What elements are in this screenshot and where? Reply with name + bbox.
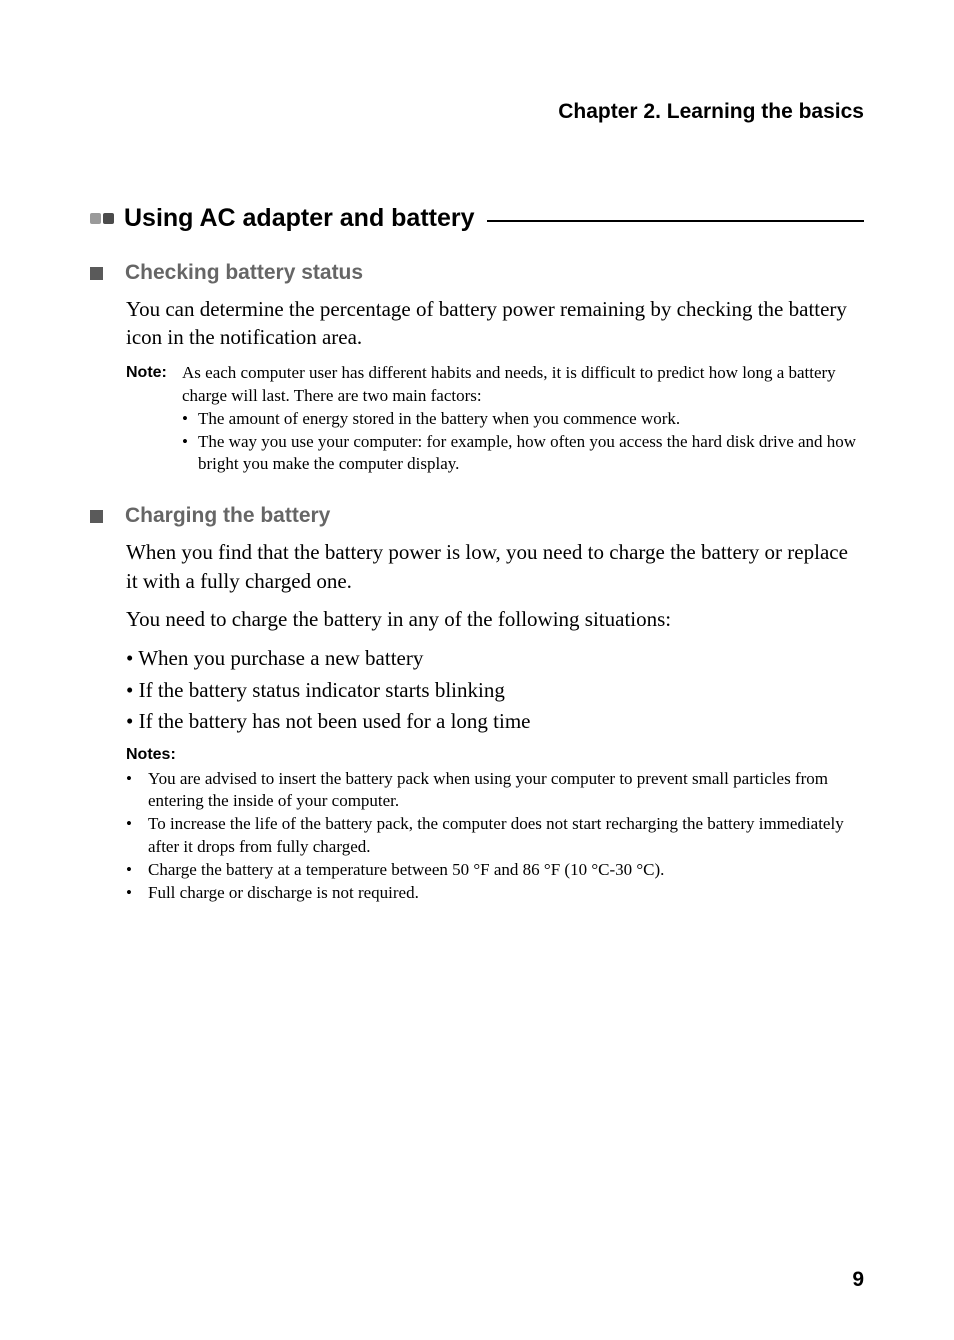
notes-item-text: Charge the battery at a temperature betw… bbox=[148, 859, 864, 882]
subsection-title: Charging the battery bbox=[125, 504, 330, 528]
bullet-icon: • bbox=[126, 813, 148, 859]
square-icon bbox=[103, 213, 114, 224]
note-bullet-text: The amount of energy stored in the batte… bbox=[198, 408, 864, 431]
bullet-icon: • bbox=[126, 882, 148, 905]
subsection-header: Checking battery status bbox=[90, 261, 864, 285]
bullet-icon: • bbox=[126, 768, 148, 814]
square-icon bbox=[90, 213, 101, 224]
list-item: • When you purchase a new battery bbox=[126, 643, 864, 675]
note-bullet-text: The way you use your computer: for examp… bbox=[198, 431, 864, 477]
chapter-title: Chapter 2. Learning the basics bbox=[90, 100, 864, 124]
body-paragraph: You need to charge the battery in any of… bbox=[126, 605, 864, 633]
list-item: • If the battery status indicator starts… bbox=[126, 675, 864, 707]
notes-item: •Charge the battery at a temperature bet… bbox=[126, 859, 864, 882]
note-label: Note: bbox=[126, 362, 182, 408]
notes-label: Notes: bbox=[126, 744, 864, 766]
section-rule bbox=[487, 220, 864, 222]
note-text: As each computer user has different habi… bbox=[182, 362, 864, 408]
page-number: 9 bbox=[852, 1268, 864, 1292]
list-item: • If the battery has not been used for a… bbox=[126, 706, 864, 738]
bullet-icon: • bbox=[126, 859, 148, 882]
notes-item: •You are advised to insert the battery p… bbox=[126, 768, 864, 814]
body-paragraph: When you find that the battery power is … bbox=[126, 538, 864, 595]
section-bullets-icon bbox=[90, 213, 124, 224]
body-paragraph: You can determine the percentage of batt… bbox=[126, 295, 864, 352]
square-icon bbox=[90, 510, 103, 523]
notes-item-text: To increase the life of the battery pack… bbox=[148, 813, 864, 859]
section-header: Using AC adapter and battery bbox=[90, 204, 864, 233]
section-title: Using AC adapter and battery bbox=[124, 204, 475, 233]
situation-list: • When you purchase a new battery • If t… bbox=[126, 643, 864, 738]
notes-item: •Full charge or discharge is not require… bbox=[126, 882, 864, 905]
note-bullet-item: •The way you use your computer: for exam… bbox=[182, 431, 864, 477]
note-bullet-item: •The amount of energy stored in the batt… bbox=[182, 408, 864, 431]
notes-item: •To increase the life of the battery pac… bbox=[126, 813, 864, 859]
subsection-title: Checking battery status bbox=[125, 261, 363, 285]
bullet-icon: • bbox=[182, 431, 198, 477]
subsection-header: Charging the battery bbox=[90, 504, 864, 528]
notes-item-text: Full charge or discharge is not required… bbox=[148, 882, 864, 905]
square-icon bbox=[90, 267, 103, 280]
bullet-icon: • bbox=[182, 408, 198, 431]
page: Chapter 2. Learning the basics Using AC … bbox=[0, 0, 954, 1340]
note-block: Note: As each computer user has differen… bbox=[126, 362, 864, 477]
notes-item-text: You are advised to insert the battery pa… bbox=[148, 768, 864, 814]
notes-block: Notes: •You are advised to insert the ba… bbox=[126, 744, 864, 905]
